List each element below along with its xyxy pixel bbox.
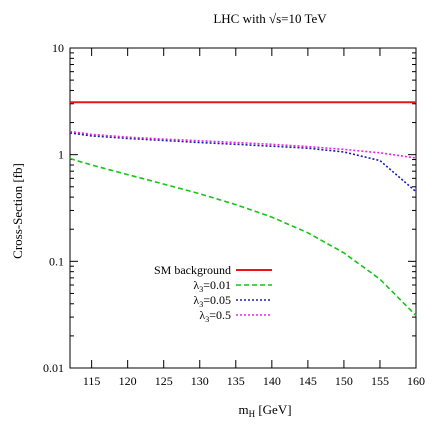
legend-subscript: 3	[205, 315, 209, 324]
x-tick-label: 150	[335, 374, 353, 388]
y-tick-label: 0.1	[49, 254, 64, 268]
legend-symbol: λ	[193, 293, 199, 307]
x-tick-label: 155	[371, 374, 389, 388]
chart-title: LHC with √s=10 TeV	[213, 11, 327, 26]
series-line-2	[69, 132, 417, 193]
x-tick-label: 145	[299, 374, 317, 388]
x-tick-label: 125	[155, 374, 173, 388]
legend-subscript: 3	[199, 285, 203, 294]
x-tick-label: 120	[119, 374, 137, 388]
legend-subscript: 3	[199, 300, 203, 309]
legend-value: =0.01	[203, 278, 231, 292]
legend-label-1: λ3=0.01	[193, 278, 231, 294]
legend-value: =0.5	[209, 308, 231, 322]
plot-frame	[69, 47, 417, 369]
legend-label-3: λ3=0.5	[199, 308, 231, 324]
series-line-1	[69, 157, 417, 317]
legend-symbol: λ	[199, 308, 205, 322]
x-axis-title-sub: H	[249, 409, 256, 419]
y-tick-label: 1	[58, 148, 64, 162]
series-line-3	[69, 130, 417, 159]
x-tick-label: 130	[191, 374, 209, 388]
x-tick-label: 160	[407, 374, 425, 388]
legend-label-0: SM background	[154, 263, 231, 277]
legend-symbol: λ	[193, 278, 199, 292]
x-tick-label: 140	[263, 374, 281, 388]
y-axis-title: Cross-Section [fb]	[10, 163, 25, 259]
x-axis-title-main: m	[238, 402, 248, 417]
y-tick-label: 10	[52, 41, 64, 55]
legend-value: =0.05	[203, 293, 231, 307]
x-axis-title-unit: [GeV]	[255, 402, 291, 417]
y-tick-label: 0.01	[43, 361, 64, 375]
x-axis-title: mH [GeV]	[238, 402, 291, 419]
x-tick-label: 115	[83, 374, 101, 388]
legend-label-2: λ3=0.05	[193, 293, 231, 309]
x-tick-label: 135	[227, 374, 245, 388]
